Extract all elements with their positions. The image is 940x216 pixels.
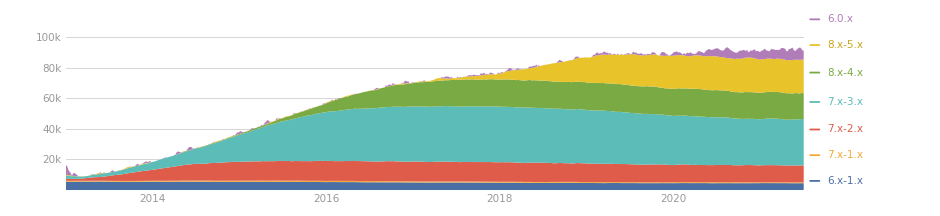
Text: 7.x-1.x: 7.x-1.x	[827, 150, 863, 160]
Text: 8.x-5.x: 8.x-5.x	[827, 40, 863, 50]
Text: 6.x-1.x: 6.x-1.x	[827, 176, 863, 186]
Text: 7.x-2.x: 7.x-2.x	[827, 124, 863, 135]
Text: 8.x-4.x: 8.x-4.x	[827, 68, 863, 78]
Text: 6.0.x: 6.0.x	[827, 14, 854, 24]
Text: 7.x-3.x: 7.x-3.x	[827, 97, 863, 107]
